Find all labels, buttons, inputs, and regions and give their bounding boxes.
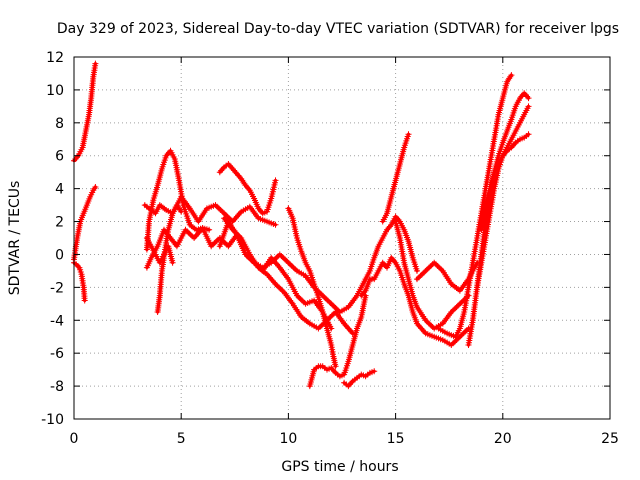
- series-sat-a: [71, 60, 99, 164]
- series-plus-markers: [306, 292, 369, 390]
- series-sat-l: [285, 205, 339, 370]
- series-sat-h: [143, 235, 176, 266]
- series-sat-n: [341, 368, 378, 390]
- series-sat-m: [306, 292, 369, 390]
- axis-ticks: 0 5 10 15 20 25 -10 -8 -6 -4 -2 0 2 4 6 8 10 12: [41, 50, 619, 447]
- y-axis-label: SDTVAR / TECUs: [7, 181, 23, 296]
- x-axis-label: GPS time / hours: [281, 459, 398, 475]
- series-plus-markers: [379, 131, 412, 225]
- plot-frame: [73, 56, 611, 420]
- series-sat-b: [71, 184, 99, 263]
- series-sat-i: [216, 161, 279, 217]
- series-sat-q: [379, 131, 412, 225]
- series-plus-markers: [341, 368, 378, 390]
- x-tick-label: 0: [70, 431, 79, 447]
- y-tick-label: 6: [55, 149, 64, 165]
- series-sat-p: [358, 254, 472, 348]
- x-tick-label: 5: [177, 431, 186, 447]
- x-tick-label: 25: [601, 431, 619, 447]
- series-plus-markers: [362, 213, 420, 283]
- y-tick-label: 2: [55, 215, 64, 231]
- series-plus-markers: [478, 131, 532, 233]
- series-sat-o: [362, 213, 420, 283]
- series-plus-markers: [392, 218, 472, 332]
- series-sat-u: [465, 90, 532, 348]
- series-plus-markers: [285, 205, 339, 370]
- grid-lines: [74, 57, 610, 419]
- y-tick-label: 12: [46, 50, 64, 66]
- series-plus-markers: [216, 161, 279, 217]
- chart-title: Day 329 of 2023, Sidereal Day-to-day VTE…: [57, 21, 619, 37]
- series-plus-markers: [143, 235, 176, 266]
- y-tick-label: -6: [50, 346, 64, 362]
- x-tick-label: 20: [494, 431, 512, 447]
- series-sat-e: [141, 193, 279, 228]
- y-tick-label: -2: [50, 280, 64, 296]
- y-tick-label: 4: [55, 182, 64, 198]
- series-sat-r: [392, 218, 472, 332]
- series-sat-w: [478, 131, 532, 233]
- series-plus-markers: [435, 72, 515, 340]
- series-plus-markers: [71, 184, 99, 263]
- series-plus-markers: [358, 254, 472, 348]
- y-tick-label: 10: [46, 83, 64, 99]
- y-tick-label: -8: [50, 379, 64, 395]
- x-tick-label: 10: [279, 431, 297, 447]
- x-tick-label: 15: [387, 431, 405, 447]
- y-tick-label: -4: [50, 313, 64, 329]
- series-plus-markers: [465, 90, 532, 348]
- series-sat-c: [71, 259, 88, 304]
- y-tick-label: -10: [41, 412, 64, 428]
- series-group: [71, 60, 532, 390]
- y-tick-label: 0: [55, 247, 64, 263]
- y-tick-label: 8: [55, 116, 64, 132]
- series-plus-markers: [143, 147, 213, 253]
- series-sat-d: [143, 147, 213, 253]
